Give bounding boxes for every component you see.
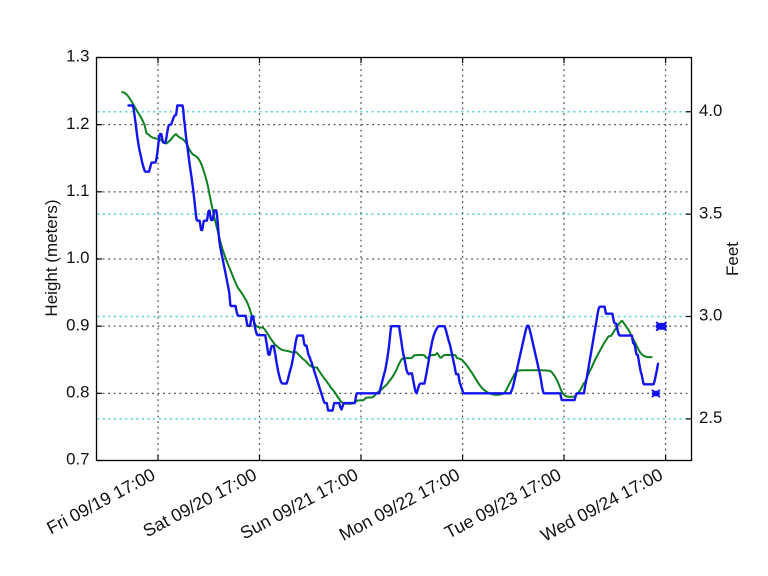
svg-text:0.8: 0.8 xyxy=(66,383,89,402)
svg-text:1.3: 1.3 xyxy=(66,47,89,66)
svg-text:3.0: 3.0 xyxy=(699,306,722,325)
svg-text:1.2: 1.2 xyxy=(66,114,89,133)
svg-text:4.0: 4.0 xyxy=(699,101,722,120)
svg-text:Height (meters): Height (meters) xyxy=(42,199,61,316)
svg-text:3.5: 3.5 xyxy=(699,203,722,222)
svg-text:0.7: 0.7 xyxy=(66,450,89,469)
svg-text:0.9: 0.9 xyxy=(66,315,89,334)
svg-text:2.5: 2.5 xyxy=(699,408,722,427)
svg-text:1.1: 1.1 xyxy=(66,181,89,200)
svg-text:1.0: 1.0 xyxy=(66,248,89,267)
svg-text:Feet: Feet xyxy=(723,242,742,276)
